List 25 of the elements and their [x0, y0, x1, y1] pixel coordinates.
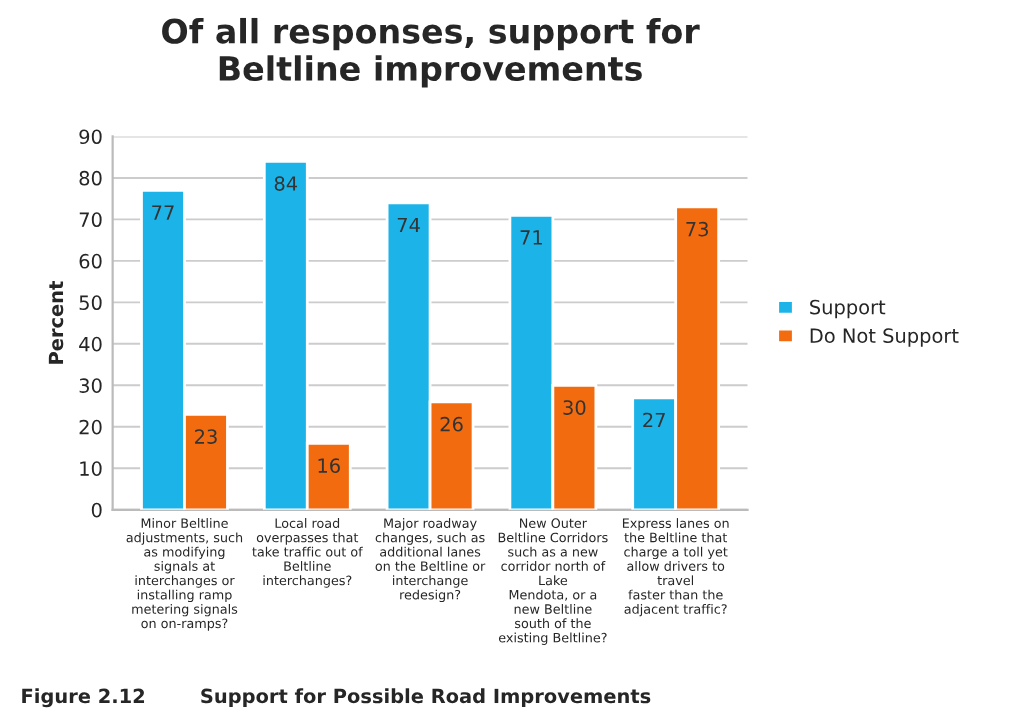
data-label: 23 — [195, 429, 217, 444]
legend-label: Support — [810, 299, 886, 319]
data-label: 30 — [563, 400, 586, 415]
data-label: 71 — [520, 230, 542, 245]
y-axis-title: Percent — [48, 281, 64, 364]
y-tick-label: 90 — [79, 129, 102, 145]
y-tick-label: 10 — [80, 461, 102, 476]
data-label: 84 — [274, 176, 298, 191]
y-tick-label: 40 — [79, 336, 102, 352]
data-label: 27 — [643, 412, 665, 428]
data-label: 26 — [440, 416, 463, 432]
data-label: 74 — [397, 217, 420, 233]
caption: Figure 2.12 Support for Possible Road Improvements — [22, 688, 651, 708]
y-tick-label: 30 — [79, 378, 102, 393]
y-tick-label: 80 — [79, 170, 102, 186]
data-label: 73 — [686, 221, 708, 237]
chart-title: Of all responses, support for Beltline improvements — [162, 17, 700, 88]
legend-label: Do Not Support — [810, 328, 959, 347]
data-label: 16 — [318, 458, 340, 473]
y-tick-label: 70 — [79, 212, 102, 228]
y-tick-label: 50 — [79, 295, 102, 311]
data-label: 77 — [152, 205, 174, 220]
y-tick-label: 20 — [79, 419, 102, 435]
y-tick-label: 60 — [79, 253, 102, 269]
y-tick-label: 0 — [91, 502, 102, 518]
